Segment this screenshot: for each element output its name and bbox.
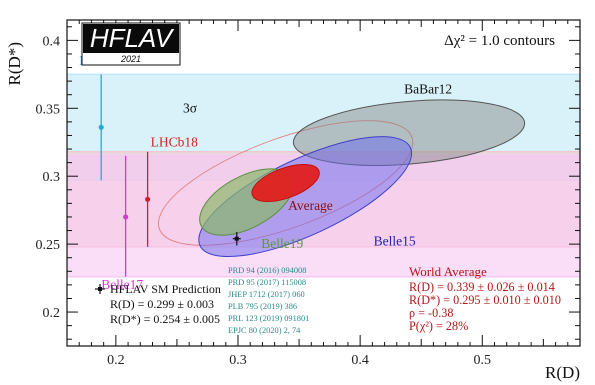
reference: PRD 95 (2017) 115008 — [228, 278, 306, 287]
y-tick-label: 0.3 — [43, 170, 61, 185]
sm-legend-rdstar: R(D*) = 0.254 ± 0.005 — [110, 312, 220, 326]
references-list: PRD 94 (2016) 094008 PRD 95 (2017) 11500… — [228, 266, 309, 335]
x-axis-title: R(D) — [545, 363, 580, 382]
logo-band — [83, 24, 179, 53]
x-tick-label: 0.3 — [229, 353, 247, 368]
x-tick-label: 0.2 — [107, 353, 125, 368]
label-belle15: Belle15 — [374, 233, 416, 248]
reference: PLB 795 (2019) 386 — [228, 302, 297, 311]
sm-legend: HFLAV SM Prediction R(D) = 0.299 ± 0.003… — [95, 282, 221, 326]
sm-legend-marker — [98, 287, 102, 291]
y-axis-title: R(D*) — [5, 42, 24, 85]
x-tick-label: 0.5 — [474, 353, 492, 368]
point-belle17 — [123, 214, 129, 220]
label-belle19: Belle19 — [261, 236, 303, 251]
ellipse-average — [251, 163, 320, 203]
world-average-line: R(D) = 0.339 ± 0.026 ± 0.014 — [409, 280, 555, 294]
hflav-logo: HFLAV 2021 — [81, 22, 181, 66]
label-3sigma: 3σ — [183, 100, 198, 115]
world-average-line: ρ = -0.38 — [409, 306, 453, 320]
sm-legend-title: HFLAV SM Prediction — [110, 282, 221, 296]
labels-layer: LHCb15LHCb18Belle17BaBar12Belle15Belle19… — [79, 53, 452, 292]
reference: JHEP 1712 (2017) 060 — [228, 290, 305, 299]
world-average-line: P(χ²) = 28% — [409, 319, 468, 333]
x-tick-label: 0.4 — [351, 353, 369, 368]
points-layer — [98, 74, 241, 277]
y-tick-label: 0.35 — [36, 102, 61, 117]
y-tick-label: 0.4 — [43, 34, 61, 49]
sm-prediction-point — [234, 236, 239, 241]
logo-year: 2021 — [120, 54, 141, 64]
label-babar12: BaBar12 — [404, 81, 452, 96]
world-average-line: R(D*) = 0.295 ± 0.010 ± 0.010 — [409, 293, 561, 307]
logo-text: HFLAV — [90, 23, 175, 53]
world-average-box: World Average R(D) = 0.339 ± 0.026 ± 0.0… — [409, 264, 561, 333]
label-belle17: Belle17 — [101, 277, 143, 292]
sm-legend-rd: R(D) = 0.299 ± 0.003 — [110, 297, 214, 311]
label-lhcb18: LHCb18 — [151, 134, 199, 149]
point-lhcb15 — [98, 124, 104, 130]
world-average-title: World Average — [409, 264, 487, 279]
reference: PRL 123 (2019) 091801 — [228, 314, 309, 323]
point-lhcb18 — [145, 196, 151, 202]
contour-label: Δχ² = 1.0 contours — [444, 33, 555, 49]
reference: PRD 94 (2016) 094008 — [228, 266, 306, 275]
ellipses-layer — [158, 99, 526, 258]
ticks-layer: 0.2 0.3 0.4 0.5 0.2 0.25 0.3 0.35 0.4 — [36, 20, 581, 368]
reference: EPJC 80 (2020) 2, 74 — [228, 326, 301, 335]
y-tick-label: 0.2 — [43, 306, 61, 321]
label-average: Average — [288, 198, 333, 213]
y-tick-label: 0.25 — [36, 238, 61, 253]
